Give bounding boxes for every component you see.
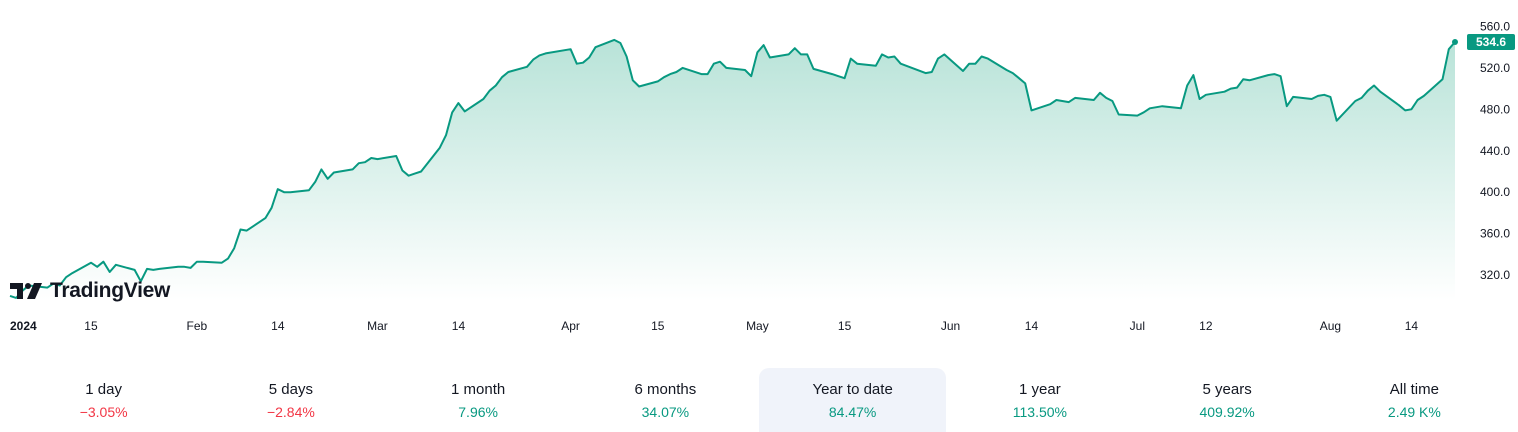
period-change: −2.84% (266, 403, 315, 420)
period-tab[interactable]: 1 day −3.05% (10, 368, 197, 432)
last-price-badge (1467, 33, 1515, 50)
period-tab[interactable]: 5 days −2.84% (197, 368, 384, 432)
x-tick-label: Aug (1320, 319, 1341, 333)
period-tab[interactable]: 6 months 34.07% (572, 368, 759, 432)
time-axis: 2024 15 Feb 14 Mar 14 Apr 15 May 15 Jun 14 Jul 12 Aug 1… (10, 319, 1418, 333)
period-change: −3.05% (79, 403, 128, 420)
tradingview-wordmark: TradingView (50, 279, 171, 302)
x-tick-label: May (746, 319, 769, 333)
x-tick-label: Mar (367, 319, 388, 333)
period-tab[interactable]: 5 years 409.92% (1134, 368, 1321, 432)
period-tab[interactable]: 1 year 113.50% (946, 368, 1133, 432)
x-tick-label: 2024 (10, 319, 37, 333)
y-tick-label: 560.0 (1480, 19, 1510, 33)
x-tick-label: Feb (187, 319, 208, 333)
period-tab[interactable]: Year to date 84.47% (759, 368, 947, 432)
period-change: 84.47% (828, 403, 877, 420)
price-axis: 320.0 360.0 400.0 440.0 480.0 520.0 560.0 (1480, 19, 1510, 282)
y-tick-label: 480.0 (1480, 102, 1510, 116)
last-price-label: 534.6 (1476, 35, 1506, 49)
period-label: 5 days (268, 380, 313, 398)
period-label: All time (1389, 380, 1439, 398)
period-label: 1 month (451, 380, 506, 398)
period-label: 1 year (1019, 380, 1061, 398)
period-label: 1 day (85, 380, 122, 398)
price-area-fill (10, 39, 1455, 301)
period-tab[interactable]: 1 month 7.96% (385, 368, 572, 432)
price-chart[interactable]: 320.0 360.0 400.0 440.0 480.0 520.0 560.0 2024… (0, 0, 1518, 345)
tradingview-logo-icon (10, 283, 42, 299)
x-tick-label: 15 (651, 319, 665, 333)
x-tick-label: 14 (271, 319, 285, 333)
x-tick-label: 15 (84, 319, 98, 333)
y-tick-label: 520.0 (1480, 61, 1510, 75)
x-tick-label: 14 (452, 319, 466, 333)
x-tick-label: Jun (941, 319, 960, 333)
x-tick-label: 12 (1199, 319, 1213, 333)
period-change: 2.49 K% (1387, 403, 1441, 420)
period-change: 113.50% (1012, 403, 1067, 420)
x-tick-label: 14 (1025, 319, 1039, 333)
period-label: 6 months (634, 380, 697, 398)
last-price-dot (1452, 38, 1458, 45)
x-tick-label: Apr (561, 319, 580, 333)
period-change: 7.96% (458, 403, 498, 420)
y-tick-label: 400.0 (1480, 185, 1510, 199)
y-tick-label: 320.0 (1480, 268, 1510, 282)
x-tick-label: Jul (1130, 319, 1145, 333)
period-change: 409.92% (1199, 403, 1255, 420)
x-tick-label: 14 (1405, 319, 1419, 333)
y-tick-label: 360.0 (1480, 227, 1510, 241)
tradingview-logo[interactable]: TradingView (10, 279, 170, 303)
x-tick-label: 15 (838, 319, 852, 333)
y-tick-label: 440.0 (1480, 144, 1510, 158)
price-line (9, 38, 1456, 299)
period-label: 5 years (1202, 380, 1252, 398)
period-tab[interactable]: All time 2.49 K% (1321, 368, 1508, 432)
period-label: Year to date (812, 380, 893, 398)
period-change: 34.07% (641, 403, 690, 420)
performance-periods: 1 day −3.05% 5 days −2.84% 1 month 7.96% 6 mon… (10, 368, 1508, 432)
